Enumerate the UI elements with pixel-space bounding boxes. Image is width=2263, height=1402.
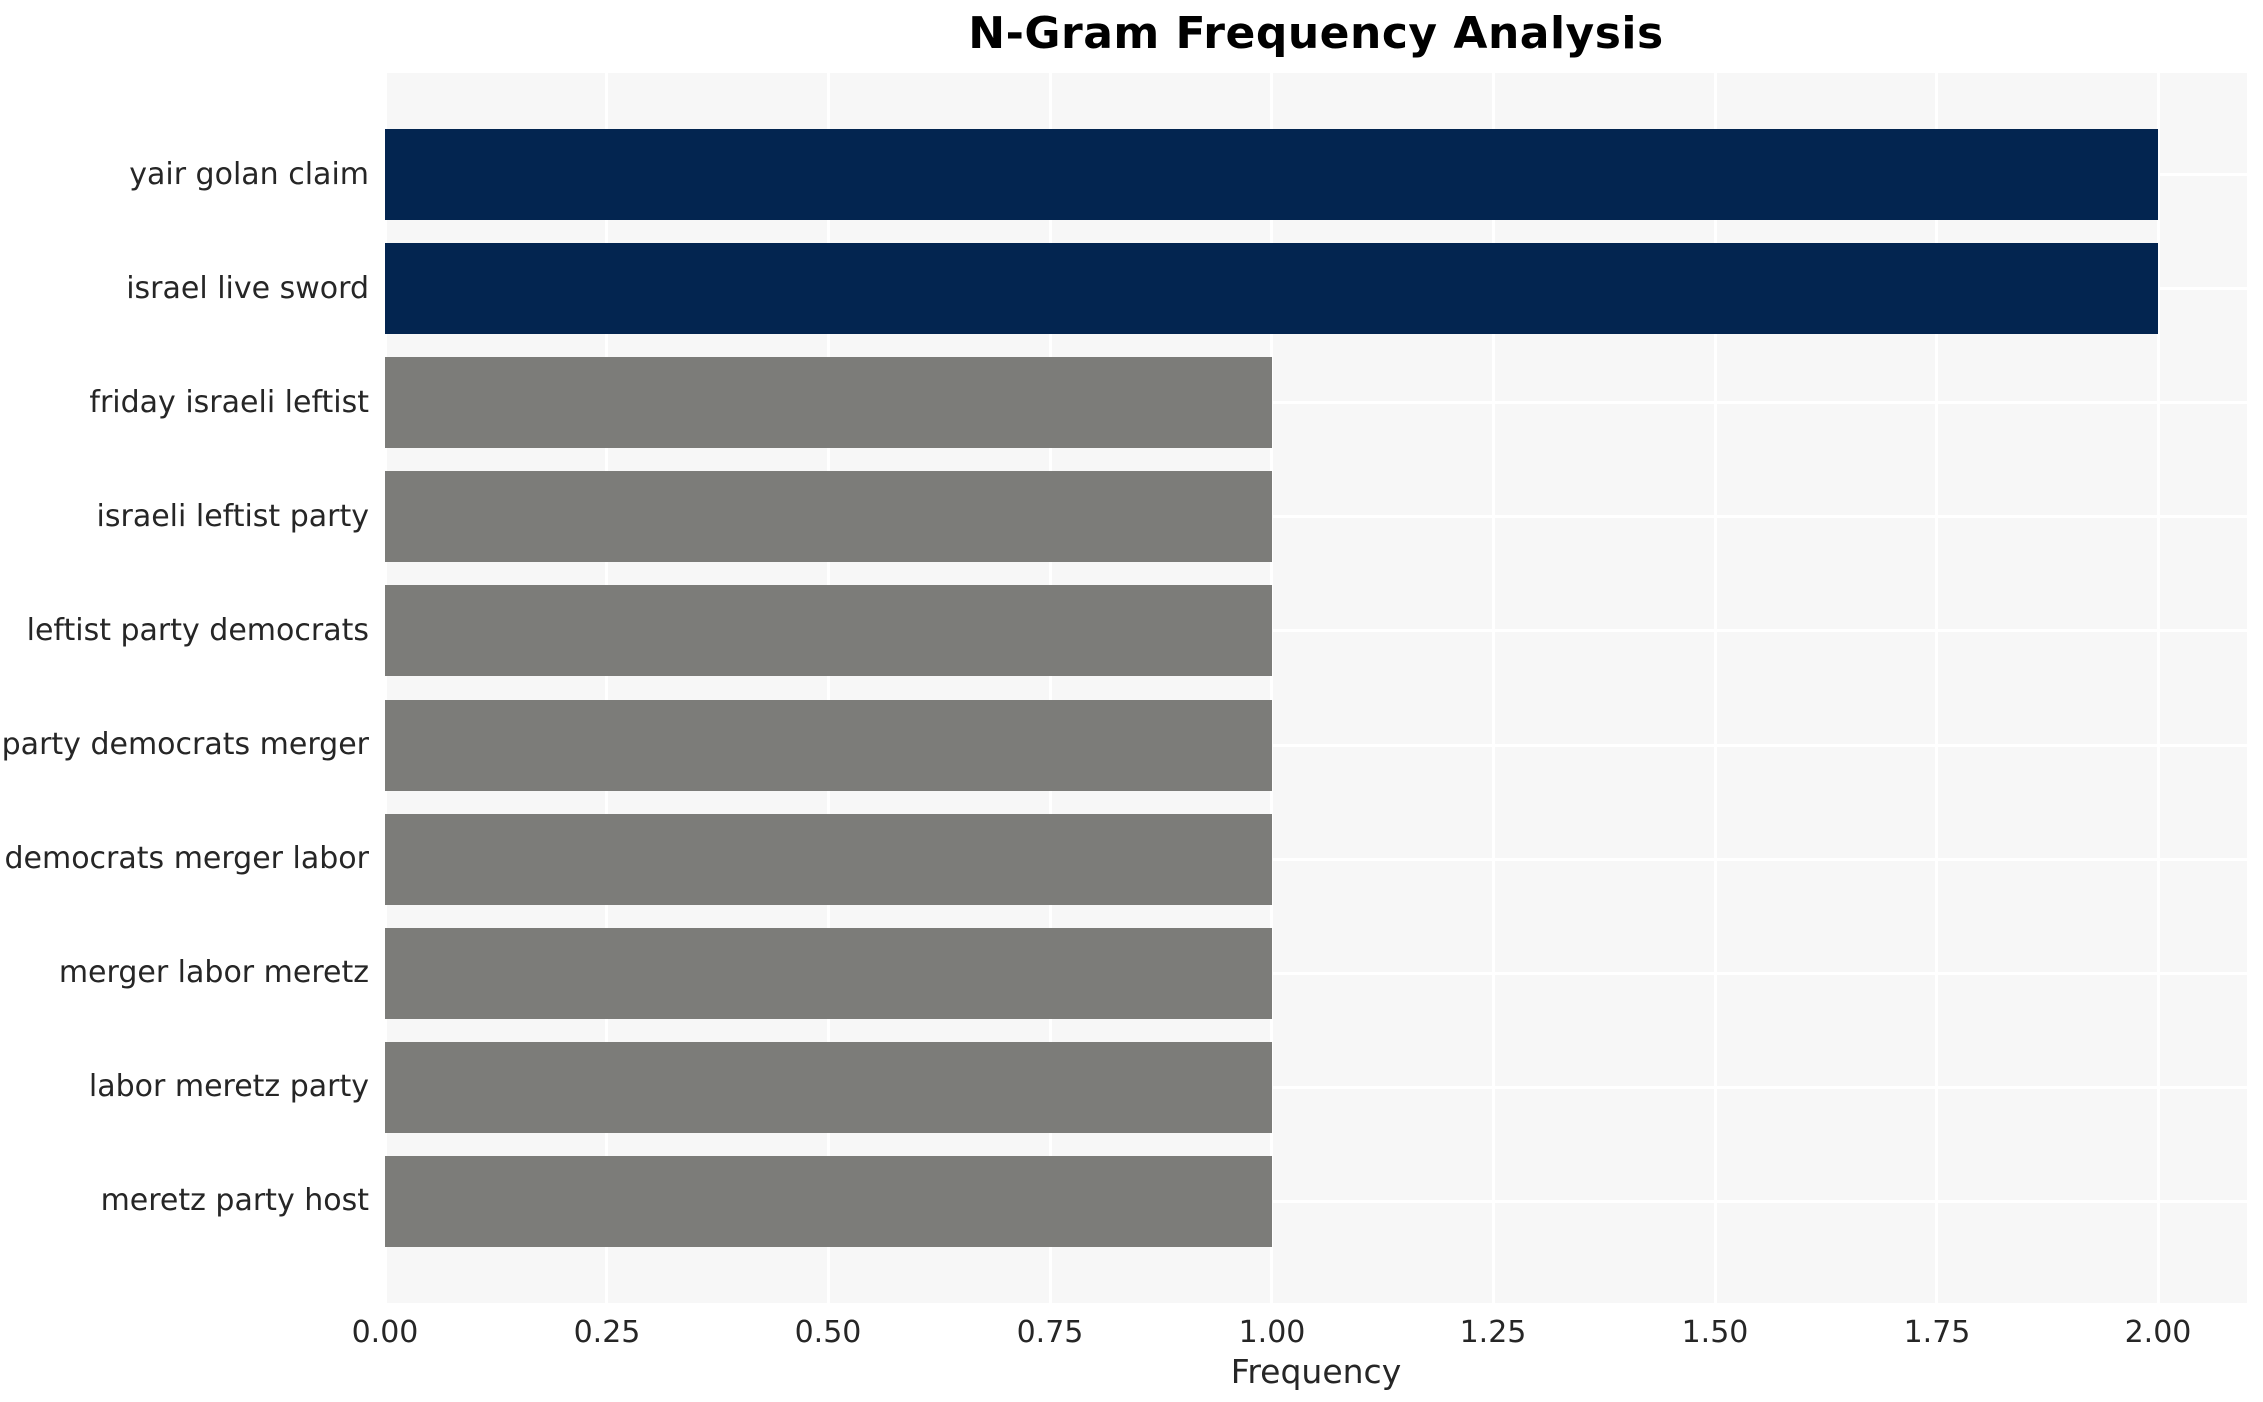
y-tick-label: friday israeli leftist (89, 385, 369, 420)
x-gridline (1935, 73, 1938, 1303)
chart-title: N-Gram Frequency Analysis (968, 8, 1664, 59)
y-gridline (385, 1200, 2247, 1203)
y-gridline (385, 401, 2247, 404)
y-tick-label: democrats merger labor (4, 841, 369, 876)
y-tick-label: yair golan claim (129, 157, 369, 192)
x-tick-label: 1.00 (1238, 1315, 1306, 1350)
bar-yair-golan-claim (385, 129, 2158, 220)
y-tick-label: merger labor meretz (58, 955, 369, 990)
x-tick-label: 0.75 (1016, 1315, 1084, 1350)
y-tick-label: israel live sword (126, 271, 369, 306)
y-gridline (385, 1086, 2247, 1089)
y-gridline (385, 972, 2247, 975)
bar-meretz-party-host (385, 1156, 1272, 1247)
x-tick-label: 2.00 (2124, 1315, 2192, 1350)
x-tick-label: 1.25 (1459, 1315, 1527, 1350)
y-gridline (385, 858, 2247, 861)
y-gridline (385, 515, 2247, 518)
y-tick-label: party democrats merger (1, 727, 369, 762)
y-tick-label: israeli leftist party (96, 499, 369, 534)
x-tick-label: 0.25 (573, 1315, 641, 1350)
y-tick-label: meretz party host (100, 1183, 369, 1218)
x-gridline (1049, 73, 1052, 1303)
x-axis-label: Frequency (1230, 1352, 1402, 1391)
bar-friday-israeli-leftist (385, 357, 1272, 448)
bar-democrats-merger-labor (385, 814, 1272, 905)
x-gridline (1492, 73, 1495, 1303)
bar-israel-live-sword (385, 243, 2158, 334)
x-gridline (385, 73, 387, 1303)
y-gridline (385, 629, 2247, 632)
x-gridline (827, 73, 830, 1303)
x-gridline (1714, 73, 1717, 1303)
x-tick-label: 0.00 (351, 1315, 419, 1350)
bar-labor-meretz-party (385, 1042, 1272, 1133)
y-gridline (385, 744, 2247, 747)
x-tick-label: 1.75 (1903, 1315, 1971, 1350)
bar-party-democrats-merger (385, 700, 1272, 791)
bar-merger-labor-meretz (385, 928, 1272, 1019)
y-tick-label: labor meretz party (88, 1069, 369, 1104)
x-gridline (2157, 73, 2160, 1303)
x-tick-label: 0.50 (794, 1315, 862, 1350)
x-gridline (605, 73, 608, 1303)
bar-leftist-party-democrats (385, 585, 1272, 676)
plot-area (385, 73, 2247, 1303)
bar-israeli-leftist-party (385, 471, 1272, 562)
x-gridline (1270, 73, 1273, 1303)
x-tick-label: 1.50 (1681, 1315, 1749, 1350)
y-tick-label: leftist party democrats (26, 613, 369, 648)
